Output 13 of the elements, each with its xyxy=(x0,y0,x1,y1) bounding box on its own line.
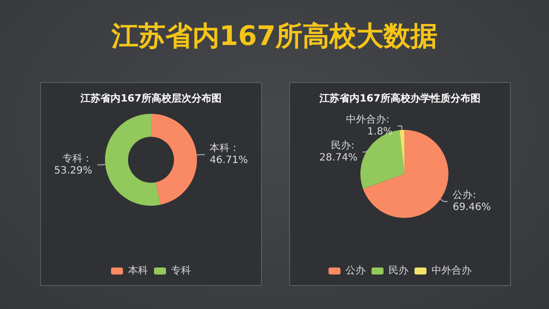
text: 江苏省内167所高校大数据 xyxy=(111,21,438,52)
legend-label: 民办 xyxy=(388,264,408,276)
data-label: 中外合办: 1.8% xyxy=(346,113,393,138)
data-label: 民办: 28.74% xyxy=(319,139,358,164)
data-label: 本科 : 46.71% xyxy=(210,142,248,166)
legend-label: 本科 xyxy=(128,264,148,276)
legend-label: 中外合办 xyxy=(432,264,472,276)
data-label: 公办: 69.46% xyxy=(452,188,491,213)
chart-title: 江苏省内167所高校办学性质分布图 xyxy=(318,92,480,104)
legend-label: 专科 xyxy=(171,264,191,276)
data-label: 专科 : 53.29% xyxy=(54,152,92,176)
chart-title: 江苏省内167所高校层次分布图 xyxy=(80,92,222,104)
legend-label: 公办 xyxy=(346,264,366,276)
